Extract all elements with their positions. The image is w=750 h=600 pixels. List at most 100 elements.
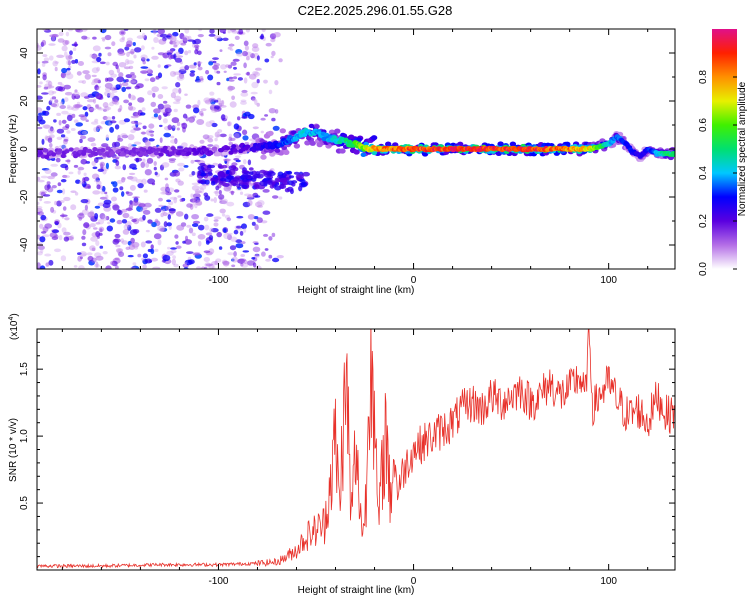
noise-point [79, 138, 83, 144]
noise-point [251, 81, 259, 89]
noise-point [223, 158, 231, 162]
noise-point [91, 74, 97, 78]
noise-point [110, 181, 115, 185]
spectrogram-ylabel: Frequency (Hz) [8, 115, 19, 184]
noise-point [64, 91, 73, 96]
noise-point [140, 66, 149, 69]
noise-point [167, 124, 173, 131]
noise-point [254, 224, 259, 231]
secondary-band-point [204, 179, 210, 185]
noise-point [214, 260, 218, 265]
noise-point [184, 93, 188, 96]
noise-point [128, 80, 137, 84]
noise-point [121, 86, 126, 93]
noise-point [151, 86, 159, 93]
noise-point [169, 70, 177, 77]
noise-point [43, 57, 50, 62]
noise-point [152, 29, 157, 35]
noise-point [51, 91, 57, 94]
noise-point [115, 64, 119, 70]
noise-point [203, 257, 210, 262]
noise-point [117, 51, 126, 57]
noise-point [192, 220, 201, 224]
noise-point [247, 113, 255, 120]
noise-point [157, 239, 162, 246]
noise-point [182, 35, 190, 42]
noise-point [188, 64, 197, 69]
noise-point [91, 53, 98, 59]
noise-point [128, 102, 133, 106]
secondary-band-point [221, 164, 228, 169]
ridge-point [142, 151, 148, 156]
noise-point [111, 98, 118, 105]
noise-point [183, 261, 188, 267]
noise-point [61, 45, 68, 52]
noise-point [182, 240, 186, 244]
secondary-band-point [197, 165, 205, 171]
noise-point [43, 86, 49, 90]
noise-point [49, 143, 53, 148]
noise-point [174, 234, 179, 239]
noise-point [49, 34, 57, 38]
noise-point [218, 190, 222, 195]
noise-point [54, 220, 60, 225]
noise-point [239, 191, 244, 195]
noise-point [218, 194, 225, 200]
colorbar-tick-label: 0.2 [698, 214, 709, 228]
noise-point [176, 98, 181, 103]
noise-point [134, 157, 143, 162]
noise-point [146, 157, 154, 164]
noise-point [167, 246, 171, 250]
noise-point [163, 212, 168, 217]
noise-point [228, 142, 234, 146]
noise-point [157, 94, 164, 99]
noise-point [112, 238, 120, 245]
noise-point [91, 81, 96, 86]
noise-point [95, 156, 103, 160]
noise-point [167, 214, 171, 220]
noise-point [107, 221, 111, 225]
noise-point [125, 246, 131, 250]
noise-point [190, 193, 194, 198]
noise-point [61, 110, 69, 115]
noise-point [134, 85, 140, 90]
noise-point [72, 47, 77, 51]
noise-point [219, 49, 223, 52]
noise-point [227, 252, 234, 256]
noise-point [63, 97, 69, 102]
noise-point [162, 118, 168, 124]
noise-point [142, 253, 148, 259]
noise-point [101, 37, 107, 40]
noise-point [81, 80, 87, 84]
noise-point [88, 108, 96, 111]
noise-point [62, 206, 67, 211]
noise-point [192, 115, 197, 119]
noise-point [158, 204, 165, 208]
secondary-band-point [199, 162, 206, 167]
noise-point [122, 229, 130, 235]
noise-point [196, 119, 205, 125]
noise-point [254, 253, 260, 257]
x-tick-label: -100 [208, 275, 228, 286]
noise-point [272, 195, 279, 199]
noise-point [115, 160, 120, 167]
noise-point [59, 200, 65, 203]
noise-point [135, 179, 143, 184]
noise-point [251, 221, 256, 226]
ridge-point [363, 141, 369, 147]
noise-point [121, 81, 129, 87]
noise-point [129, 94, 136, 101]
noise-point [83, 172, 87, 176]
noise-point [116, 67, 120, 74]
noise-point [68, 29, 73, 32]
noise-point [243, 77, 248, 84]
noise-point [200, 113, 204, 117]
chart-title: C2E2.2025.296.01.55.G28 [298, 3, 453, 18]
noise-point [147, 219, 153, 224]
x-tick-label: 0 [411, 275, 417, 286]
noise-point [146, 58, 150, 62]
noise-point [54, 99, 59, 103]
noise-point [189, 198, 197, 203]
noise-point [51, 102, 60, 108]
noise-point [270, 38, 276, 43]
